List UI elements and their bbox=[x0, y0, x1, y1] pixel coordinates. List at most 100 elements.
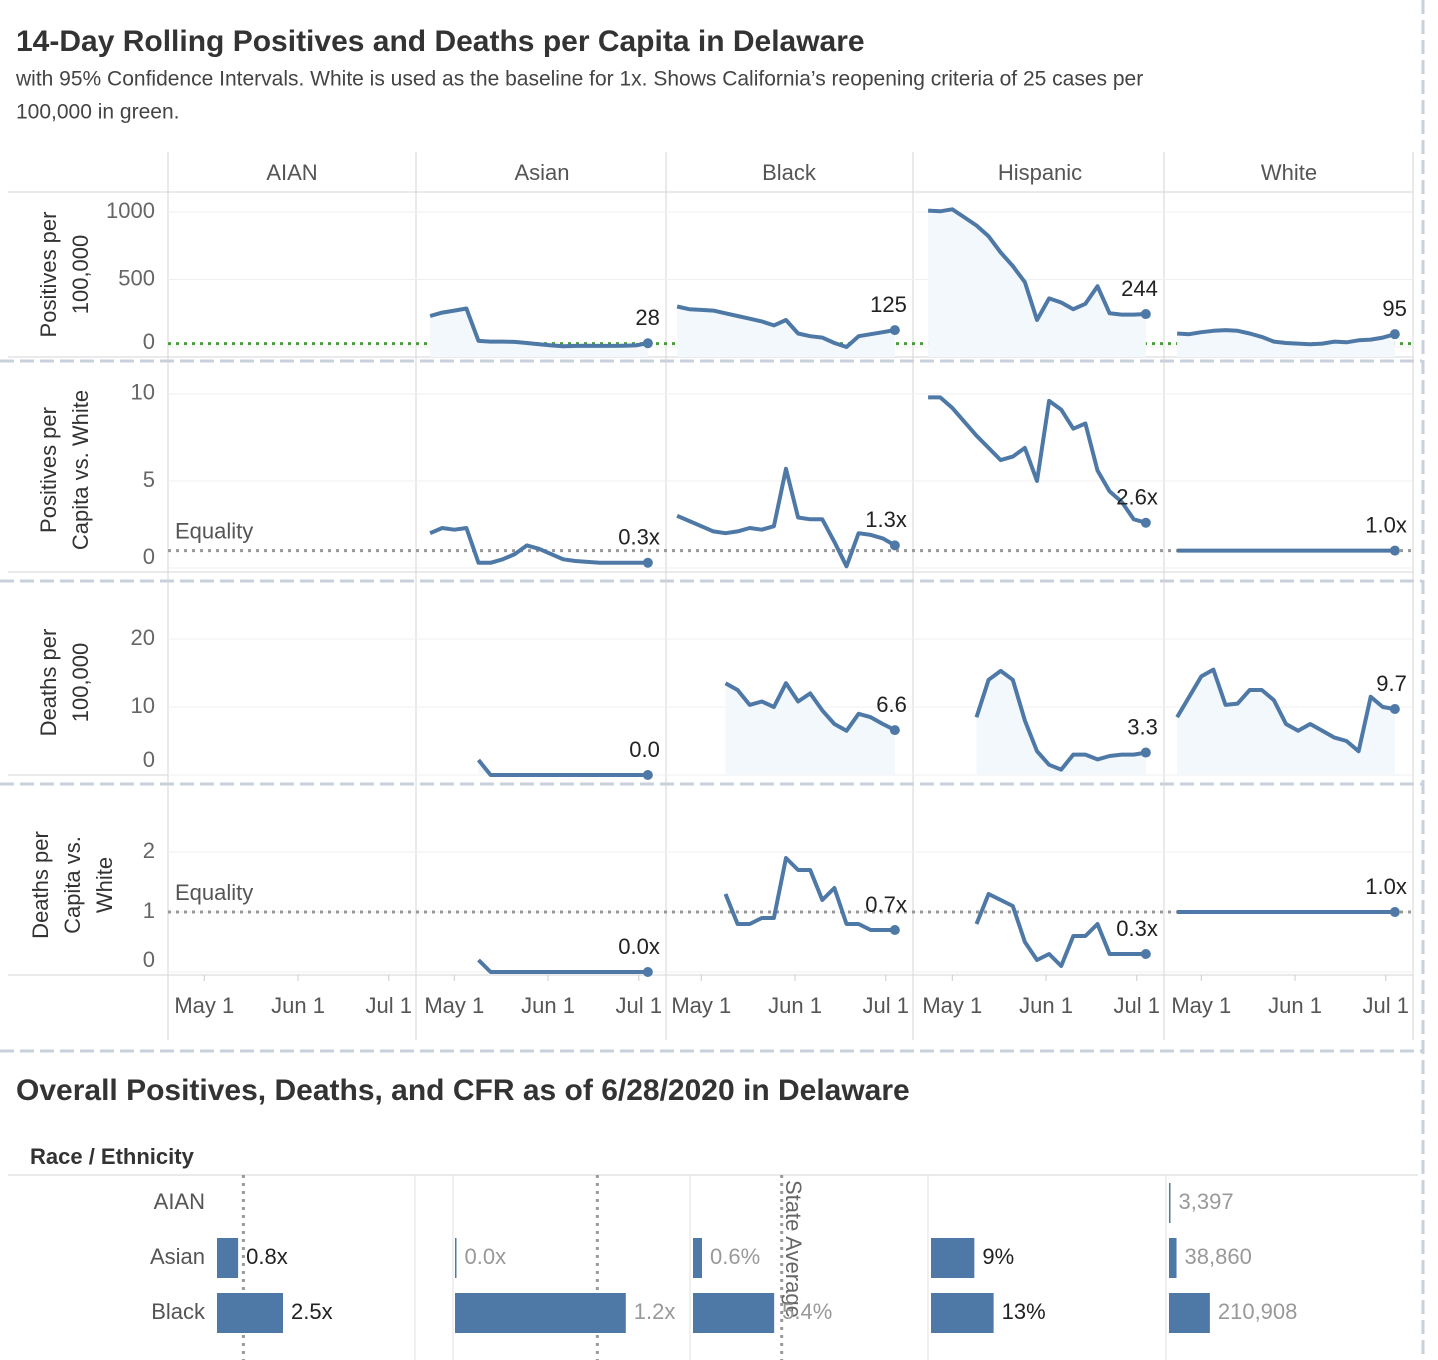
value-label: 0.7x bbox=[865, 892, 907, 917]
y-axis-label: 100,000 bbox=[68, 643, 93, 723]
bar bbox=[1169, 1293, 1210, 1333]
value-label: 2.6x bbox=[1116, 485, 1158, 510]
y-tick-label: 10 bbox=[131, 693, 155, 718]
bar bbox=[217, 1293, 283, 1333]
y-axis-label: Capita vs. bbox=[60, 836, 85, 934]
line bbox=[676, 466, 896, 569]
area bbox=[976, 670, 1146, 775]
value-label: 0.0 bbox=[629, 737, 660, 762]
y-axis-label: 100,000 bbox=[68, 235, 93, 315]
line bbox=[1176, 328, 1396, 347]
row-header: Race / Ethnicity bbox=[30, 1144, 195, 1169]
area bbox=[478, 760, 648, 775]
end-point bbox=[889, 325, 900, 336]
column-header: Hispanic bbox=[998, 160, 1082, 185]
column-header: White bbox=[1261, 160, 1317, 185]
category-label: AIAN bbox=[154, 1189, 205, 1214]
x-tick-label: May 1 bbox=[424, 993, 484, 1018]
y-tick-label: 2 bbox=[143, 838, 155, 863]
end-point bbox=[1389, 704, 1400, 715]
bar bbox=[1169, 1183, 1171, 1223]
y-tick-label: 0 bbox=[143, 947, 155, 972]
y-tick-label: 500 bbox=[118, 265, 155, 290]
end-point bbox=[1389, 329, 1400, 340]
y-axis-label: Positives per bbox=[36, 407, 61, 533]
line bbox=[429, 526, 648, 565]
value-label: 244 bbox=[1121, 276, 1158, 301]
column-header: Black bbox=[762, 160, 817, 185]
y-tick-label: 1000 bbox=[106, 198, 155, 223]
area bbox=[1177, 669, 1395, 775]
bar bbox=[455, 1238, 457, 1278]
value-label: 3.3 bbox=[1127, 714, 1158, 739]
area bbox=[928, 209, 1146, 357]
column-header: Asian bbox=[514, 160, 569, 185]
value-label: 0.3x bbox=[618, 525, 660, 550]
x-tick-label: Jun 1 bbox=[768, 993, 822, 1018]
y-tick-label: 0 bbox=[143, 747, 155, 772]
line bbox=[429, 306, 649, 349]
bar bbox=[455, 1293, 626, 1333]
end-point bbox=[1140, 949, 1151, 959]
value-label: 1.0x bbox=[1365, 512, 1407, 537]
reference-label: Equality bbox=[175, 518, 253, 543]
value-label: 28 bbox=[635, 305, 659, 330]
y-axis-label: Positives per bbox=[36, 212, 61, 338]
bar bbox=[931, 1238, 975, 1278]
y-tick-label: 10 bbox=[131, 380, 155, 405]
line bbox=[974, 668, 1147, 772]
y-axis-label: Deaths per bbox=[36, 629, 61, 737]
value-label: 6.6 bbox=[876, 692, 907, 717]
end-point bbox=[642, 770, 653, 780]
end-point bbox=[1389, 545, 1400, 556]
end-point bbox=[889, 540, 900, 551]
category-label: Asian bbox=[150, 1244, 205, 1269]
bar bbox=[1169, 1238, 1177, 1278]
value-label: 9% bbox=[982, 1244, 1014, 1269]
x-tick-label: Jul 1 bbox=[616, 993, 662, 1018]
bar bbox=[931, 1293, 994, 1333]
area bbox=[725, 683, 895, 775]
value-label: 0.8x bbox=[246, 1244, 288, 1269]
line bbox=[676, 304, 896, 349]
value-label: 0.6% bbox=[710, 1244, 760, 1269]
end-point bbox=[1389, 907, 1400, 917]
x-tick-label: Jul 1 bbox=[863, 993, 909, 1018]
area bbox=[677, 306, 895, 357]
x-tick-label: Jun 1 bbox=[1268, 993, 1322, 1018]
value-label: 2.5x bbox=[291, 1299, 333, 1324]
y-tick-label: 5 bbox=[143, 467, 155, 492]
bar bbox=[217, 1238, 239, 1278]
value-label: 3,397 bbox=[1179, 1189, 1234, 1214]
line bbox=[476, 758, 648, 777]
line bbox=[927, 207, 1146, 322]
column-header: AIAN bbox=[266, 160, 317, 185]
x-tick-label: Jul 1 bbox=[366, 993, 412, 1018]
end-point bbox=[642, 557, 653, 568]
x-tick-label: Jun 1 bbox=[521, 993, 575, 1018]
line bbox=[974, 892, 1146, 968]
x-tick-label: May 1 bbox=[671, 993, 731, 1018]
y-axis-label: White bbox=[92, 857, 117, 913]
value-label: 13% bbox=[1002, 1299, 1046, 1324]
title: 14-Day Rolling Positives and Deaths per … bbox=[16, 25, 865, 58]
value-label: 1.2x bbox=[634, 1299, 676, 1324]
subtitle: 100,000 in green. bbox=[16, 101, 179, 124]
end-point bbox=[889, 725, 900, 736]
value-label: 5.4% bbox=[782, 1299, 832, 1324]
value-label: 38,860 bbox=[1185, 1244, 1252, 1269]
value-label: 95 bbox=[1382, 296, 1406, 321]
value-label: 1.0x bbox=[1365, 874, 1407, 899]
line bbox=[724, 681, 896, 733]
y-tick-label: 0 bbox=[143, 329, 155, 354]
x-tick-label: Jul 1 bbox=[1114, 993, 1160, 1018]
value-label: 125 bbox=[870, 292, 907, 317]
subtitle: with 95% Confidence Intervals. White is … bbox=[15, 68, 1143, 91]
value-label: 210,908 bbox=[1218, 1299, 1298, 1324]
end-point bbox=[1140, 517, 1151, 528]
line bbox=[723, 856, 895, 932]
x-tick-label: Jul 1 bbox=[1363, 993, 1409, 1018]
line bbox=[1175, 667, 1396, 754]
end-point bbox=[1140, 309, 1151, 320]
